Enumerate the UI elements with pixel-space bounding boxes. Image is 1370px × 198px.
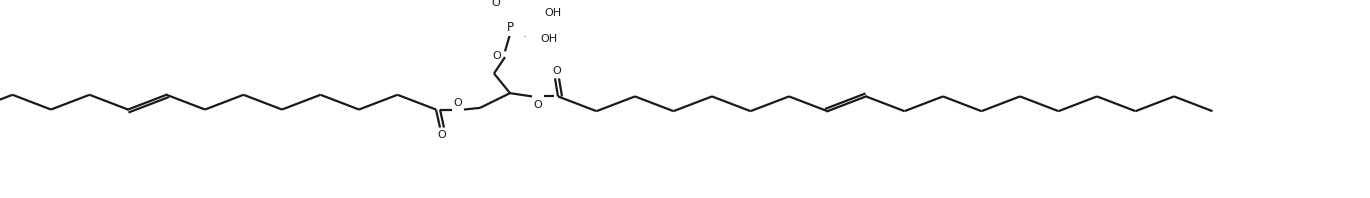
Text: O: O (534, 100, 543, 110)
Text: O: O (493, 51, 501, 61)
Text: OH: OH (540, 34, 558, 44)
Text: OH: OH (544, 8, 562, 18)
Text: O: O (437, 130, 447, 140)
Text: O: O (492, 0, 500, 8)
Text: O: O (453, 98, 462, 108)
Text: O: O (552, 66, 562, 76)
Text: P: P (507, 21, 514, 34)
